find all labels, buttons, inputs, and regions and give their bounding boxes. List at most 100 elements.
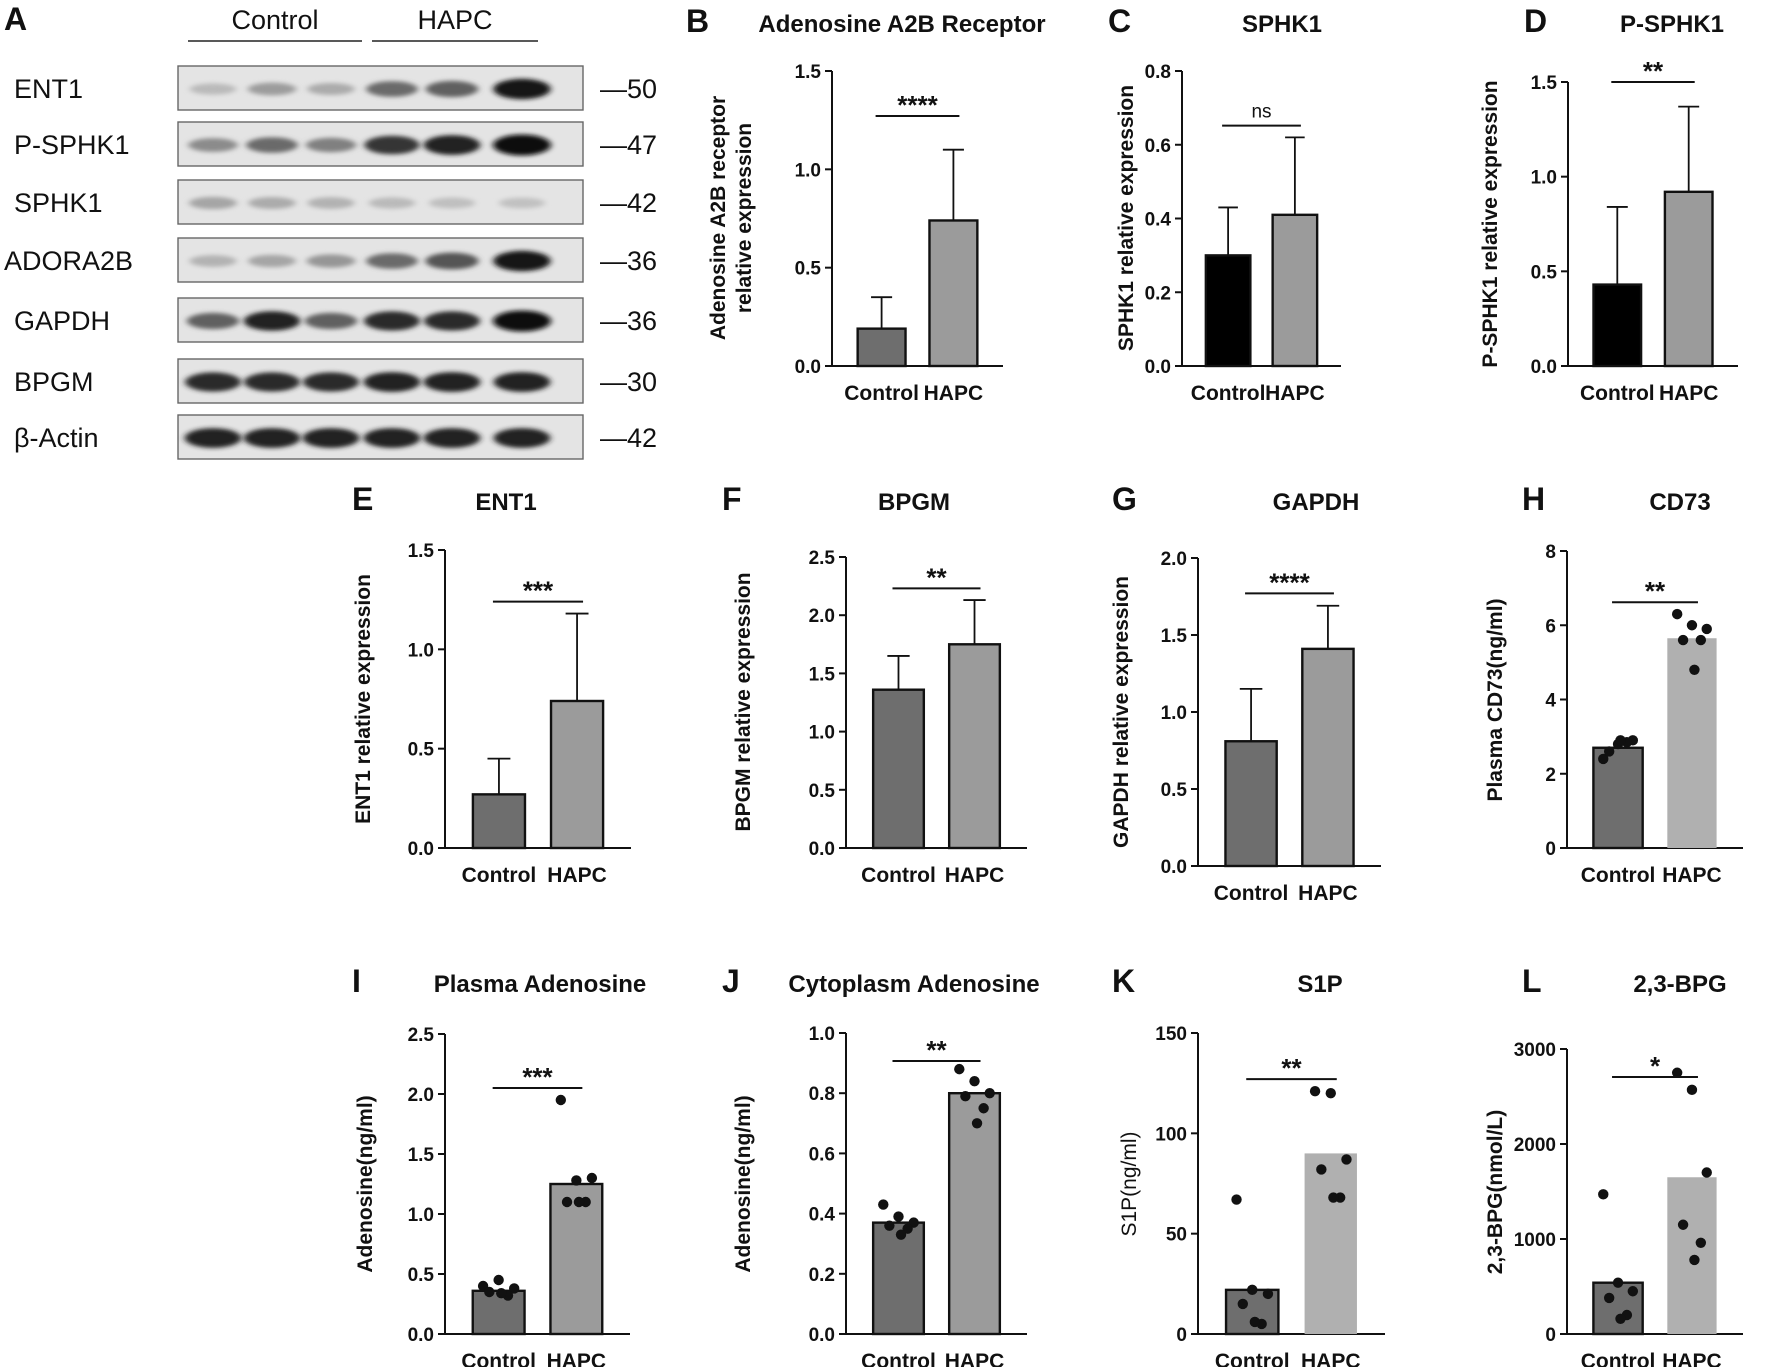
data-point <box>1247 1284 1258 1296</box>
y-tick-label: 1.0 <box>408 640 434 661</box>
blot-band <box>302 428 360 448</box>
chart-panel-f: F BPGM BPGM relative expression 0.0 0.5 1.0 1.… <box>722 481 1027 887</box>
bar-hapc <box>549 699 605 850</box>
blot-band <box>423 428 481 448</box>
blot-band <box>188 138 238 152</box>
y-axis-label: Adenosine(ng/ml) <box>732 1095 755 1272</box>
bar-control <box>1204 254 1252 368</box>
blot-protein-label: ENT1 <box>14 74 83 104</box>
blot-band <box>428 197 476 209</box>
data-point <box>1677 1219 1689 1230</box>
blot-band <box>425 252 479 270</box>
y-tick-label: 0.0 <box>1531 357 1557 378</box>
significance-label: **** <box>897 90 938 120</box>
data-point <box>1615 1313 1626 1325</box>
blot-row: β-Actin —42 <box>14 414 657 460</box>
y-tick-label: 0 <box>1545 1325 1556 1346</box>
y-tick-label: 0.2 <box>1145 283 1171 304</box>
chart-panel-e: E ENT1 ENT1 relative expression 0.0 0.5 1.0 1.… <box>352 481 631 887</box>
y-tick-label: 0.5 <box>1161 780 1188 801</box>
y-tick-label: 0 <box>1176 1325 1187 1346</box>
x-tick-label: HAPC <box>1265 382 1325 405</box>
data-point <box>484 1286 495 1298</box>
y-tick-label: 0.0 <box>795 357 821 378</box>
data-point <box>954 1063 965 1075</box>
chart-title: GAPDH <box>1273 489 1360 516</box>
y-tick-label: 6 <box>1545 616 1556 637</box>
data-point <box>960 1091 971 1102</box>
significance-label: ** <box>926 562 947 592</box>
x-tick-label: HAPC <box>547 864 607 887</box>
y-tick-label: 2.0 <box>1161 549 1187 570</box>
data-point <box>1671 1067 1683 1078</box>
data-point <box>1627 1286 1639 1297</box>
y-tick-label: 1.0 <box>408 1205 434 1226</box>
panel-letter-c: C <box>1108 3 1131 39</box>
data-point <box>1689 1254 1700 1266</box>
y-tick-label: 1.5 <box>408 1145 435 1166</box>
x-tick-label: Control <box>1215 1350 1290 1367</box>
blot-band <box>363 372 421 392</box>
blot-group-label: Control <box>231 5 318 35</box>
y-tick-label: 0.8 <box>809 1084 835 1105</box>
data-point <box>1237 1298 1249 1310</box>
blot-band <box>189 255 237 267</box>
data-point <box>984 1088 995 1099</box>
y-tick-label: 0.0 <box>809 839 835 860</box>
blot-band <box>423 372 481 392</box>
data-point <box>493 1274 504 1286</box>
significance-label: *** <box>523 576 554 606</box>
y-tick-label: 1.5 <box>408 541 435 562</box>
y-tick-label: 1.0 <box>809 723 835 744</box>
data-point <box>1701 1167 1712 1178</box>
blot-band <box>368 197 416 209</box>
data-point <box>1598 1189 1609 1200</box>
blot-band <box>493 134 551 156</box>
y-tick-label: 1.0 <box>809 1024 835 1045</box>
significance-label: ** <box>1643 56 1664 86</box>
blot-band <box>185 372 241 392</box>
charts-layer: B Adenosine A2B Receptor Adenosine A2B rec… <box>352 3 1743 1367</box>
data-point <box>1695 634 1707 646</box>
x-tick-label: HAPC <box>1659 382 1719 405</box>
bar-control <box>871 688 926 850</box>
x-tick-label: HAPC <box>1298 882 1358 905</box>
data-point <box>1309 1085 1321 1097</box>
significance-label: **** <box>1269 567 1310 597</box>
blot-band <box>307 197 355 209</box>
blot-band <box>425 80 479 98</box>
data-point <box>1249 1316 1261 1328</box>
data-point <box>1316 1164 1327 1175</box>
data-point <box>1603 746 1615 757</box>
chart-panel-j: J Cytoplasm Adenosine Adenosine(ng/ml) 0.0 0… <box>722 963 1040 1367</box>
chart-title: S1P <box>1297 971 1342 998</box>
panel-letter-e: E <box>352 481 373 517</box>
significance-label: ns <box>1251 102 1271 123</box>
bar-hapc <box>1304 1153 1357 1334</box>
blot-row: BPGM —30 <box>14 358 657 404</box>
x-tick-label: HAPC <box>1662 864 1722 887</box>
x-tick-label: HAPC <box>1662 1350 1722 1367</box>
data-point <box>1598 753 1609 765</box>
x-tick-label: HAPC <box>1301 1350 1361 1367</box>
y-tick-label: 2 <box>1545 765 1556 786</box>
data-point <box>1695 1237 1707 1249</box>
blot-band <box>423 135 481 155</box>
x-tick-label: Control <box>1581 864 1656 887</box>
data-point <box>1686 1084 1698 1096</box>
chart-title: CD73 <box>1649 489 1710 516</box>
panel-letter-g: G <box>1112 481 1137 517</box>
y-tick-label: 1.5 <box>1161 626 1188 647</box>
data-point <box>508 1283 520 1294</box>
y-tick-label: 2.0 <box>809 606 835 627</box>
blot-band <box>307 83 355 95</box>
y-axis-label: Adenosine A2B receptor <box>707 96 730 340</box>
y-axis-label: GAPDH relative expression <box>1110 576 1133 848</box>
chart-title: BPGM <box>878 489 950 516</box>
panel-letter-b: B <box>686 3 709 39</box>
blot-row: GAPDH —36 <box>14 297 657 343</box>
blot-band <box>493 310 551 332</box>
y-tick-label: 150 <box>1155 1024 1187 1045</box>
data-point <box>1612 1277 1624 1288</box>
